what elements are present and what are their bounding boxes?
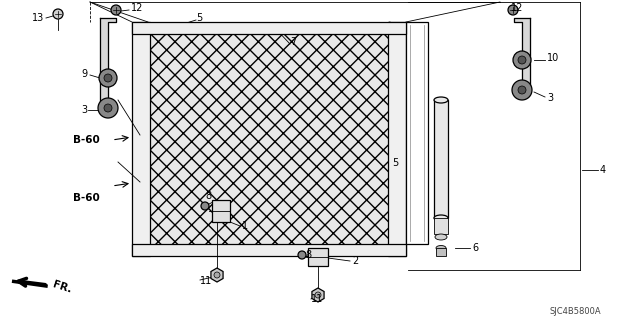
Text: 11: 11: [311, 294, 323, 304]
Bar: [212, 200, 230, 222]
Bar: [132, 22, 406, 34]
Text: 12: 12: [131, 3, 143, 13]
Text: 13: 13: [32, 13, 44, 23]
Circle shape: [298, 251, 306, 259]
Circle shape: [201, 202, 209, 210]
Circle shape: [53, 9, 63, 19]
Bar: [132, 22, 150, 256]
Text: 8: 8: [305, 250, 311, 260]
Text: B-60: B-60: [73, 193, 100, 203]
Ellipse shape: [435, 234, 447, 240]
Text: B-60: B-60: [73, 135, 100, 145]
Text: 8: 8: [205, 191, 211, 201]
Circle shape: [214, 272, 220, 278]
Circle shape: [111, 5, 121, 15]
Bar: [148, 30, 390, 248]
Text: 4: 4: [600, 165, 606, 175]
Text: 11: 11: [200, 276, 212, 286]
Text: SJC4B5800A: SJC4B5800A: [549, 308, 601, 316]
Text: 12: 12: [511, 3, 524, 13]
Polygon shape: [100, 18, 116, 105]
Bar: [308, 248, 328, 266]
Ellipse shape: [436, 246, 446, 250]
Text: 3: 3: [547, 93, 553, 103]
Text: FR.: FR.: [51, 279, 72, 295]
Bar: [436, 248, 446, 256]
Bar: [132, 244, 406, 256]
Text: 7: 7: [290, 37, 296, 47]
Circle shape: [104, 74, 112, 82]
Text: 3: 3: [81, 105, 87, 115]
Ellipse shape: [434, 215, 448, 221]
Bar: [434, 218, 448, 234]
Circle shape: [508, 5, 518, 15]
Ellipse shape: [434, 97, 448, 103]
Circle shape: [518, 56, 526, 64]
Text: 10: 10: [547, 53, 559, 63]
Polygon shape: [514, 18, 530, 88]
Text: 2: 2: [352, 256, 358, 266]
Circle shape: [99, 69, 117, 87]
Circle shape: [513, 51, 531, 69]
Text: 1: 1: [242, 221, 248, 231]
Circle shape: [315, 292, 321, 298]
Text: 6: 6: [472, 243, 478, 253]
Circle shape: [104, 104, 112, 112]
Text: 5: 5: [196, 13, 202, 23]
Circle shape: [518, 86, 526, 94]
Bar: [406, 22, 428, 244]
Bar: [434, 100, 448, 218]
Circle shape: [98, 98, 118, 118]
Text: 9: 9: [82, 69, 88, 79]
Bar: [388, 22, 406, 256]
Circle shape: [512, 80, 532, 100]
Text: 5: 5: [392, 158, 398, 168]
